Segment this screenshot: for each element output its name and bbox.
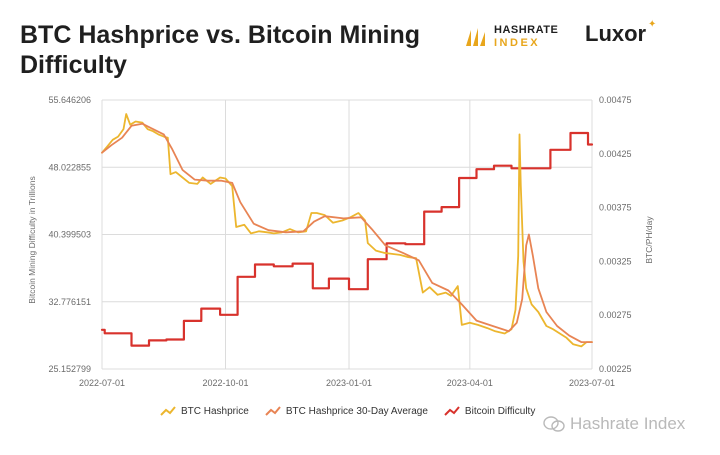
legend-swatch-hashprice-icon bbox=[160, 406, 176, 416]
series-line-hashprice-avg bbox=[101, 122, 593, 344]
series-line-difficulty bbox=[100, 131, 594, 347]
chat-bubble-icon bbox=[543, 416, 565, 432]
left-tick-label: 55.646206 bbox=[48, 95, 91, 105]
right-tick-label: 0.00225 bbox=[599, 364, 632, 374]
right-tick-label: 0.00325 bbox=[599, 256, 632, 266]
luxor-logo-text: Luxor bbox=[585, 21, 647, 46]
x-tick-label: 2023-01-01 bbox=[326, 378, 372, 388]
legend-label-hashprice-avg: BTC Hashprice 30-Day Average bbox=[285, 405, 428, 417]
legend-label-difficulty: Bitcoin Difficulty bbox=[464, 405, 536, 417]
legend-swatch-hashprice-avg-icon bbox=[265, 406, 281, 416]
x-tick-label: 2023-04-01 bbox=[447, 378, 493, 388]
left-tick-label: 48.022855 bbox=[48, 162, 91, 172]
luxor-logo: Luxor ✦ bbox=[585, 19, 656, 47]
right-tick-label: 0.00425 bbox=[599, 149, 632, 159]
right-tick-label: 0.00275 bbox=[599, 310, 632, 320]
x-tick-label: 2022-07-01 bbox=[79, 378, 125, 388]
legend-item-hashprice-avg[interactable]: BTC Hashprice 30-Day Average bbox=[265, 403, 428, 419]
hashrate-index-logo: HASHRATE INDEX bbox=[463, 24, 573, 50]
line-chart: 55.646206 48.022855 40.399503 32.776151 25.1… bbox=[27, 95, 654, 388]
hashrate-logo-text: HASHRATE bbox=[494, 24, 559, 36]
right-tick-label: 0.00475 bbox=[599, 95, 632, 105]
left-tick-label: 32.776151 bbox=[48, 297, 91, 307]
hashrate-index-logo-icon bbox=[466, 28, 485, 46]
left-tick-label: 40.399503 bbox=[48, 230, 91, 240]
legend-item-difficulty[interactable]: Bitcoin Difficulty bbox=[444, 403, 535, 419]
watermark: Hashrate Index bbox=[543, 414, 685, 434]
x-tick-label: 2022-10-01 bbox=[202, 378, 248, 388]
left-axis-label: Bitcoin Mining Difficulty in Trillions bbox=[27, 176, 37, 303]
x-tick-label: 2023-07-01 bbox=[569, 378, 615, 388]
index-logo-text: INDEX bbox=[494, 37, 541, 49]
legend-label-hashprice: BTC Hashprice bbox=[181, 405, 249, 417]
legend-item-hashprice[interactable]: BTC Hashprice bbox=[160, 403, 249, 419]
right-tick-label: 0.00375 bbox=[599, 203, 632, 213]
left-tick-label: 25.152799 bbox=[48, 364, 91, 374]
legend-swatch-difficulty-icon bbox=[444, 406, 460, 416]
watermark-text: Hashrate Index bbox=[570, 414, 686, 433]
right-axis-label: BTC/PH/day bbox=[644, 216, 654, 264]
luxor-spark-icon: ✦ bbox=[648, 19, 657, 30]
chart-legend: BTC Hashprice BTC Hashprice 30-Day Avera… bbox=[160, 403, 535, 419]
chart-title: BTC Hashprice vs. Bitcoin Mining Difficu… bbox=[20, 21, 421, 79]
